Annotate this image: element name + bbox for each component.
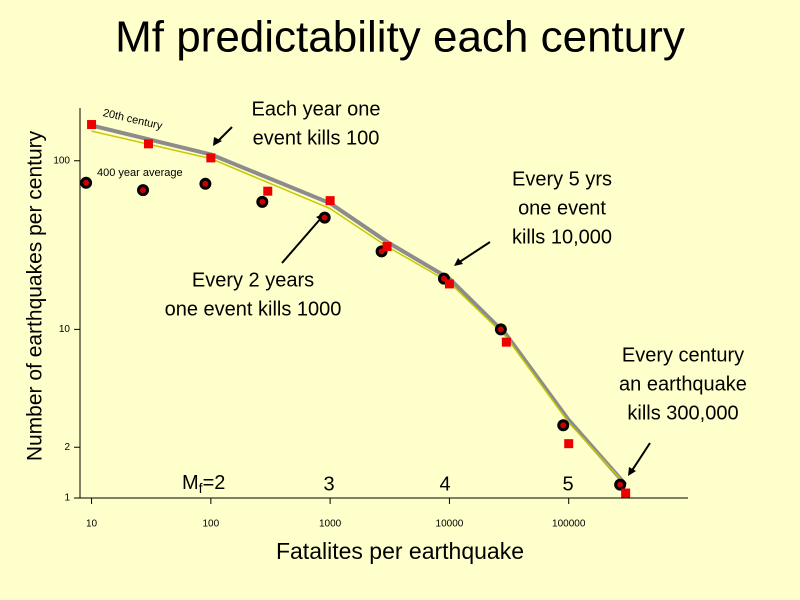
annotation: Every 5 yrs <box>512 168 612 190</box>
magnitude-label: Mf=2 <box>182 472 225 495</box>
arrow <box>457 241 491 264</box>
x-axis-label: Fatalites per earthquake <box>276 538 524 564</box>
series-line <box>91 130 627 486</box>
point <box>444 279 454 289</box>
magnitude-part: M <box>182 472 199 494</box>
annotation: event kills 100 <box>253 127 380 149</box>
point <box>382 242 392 252</box>
annotation: kills 10,000 <box>512 226 612 248</box>
point <box>137 184 150 197</box>
magnitude: 4 <box>439 473 450 495</box>
point <box>494 323 507 336</box>
y-tick-label: 2 <box>64 442 70 453</box>
annotation: kills 300,000 <box>627 402 738 424</box>
annotation: Every century <box>622 344 744 366</box>
annotation: Every 2 years <box>192 269 314 291</box>
annotation: Each year one <box>252 98 381 120</box>
x-tick-label: 1000 <box>319 519 342 530</box>
point <box>256 195 269 208</box>
point <box>564 439 574 449</box>
series-label: 400 year average <box>97 167 183 179</box>
x-tick-label: 10000 <box>436 519 464 530</box>
point <box>80 176 93 189</box>
y-axis-label: Number of earthquakes per century <box>24 130 47 461</box>
point <box>557 419 570 432</box>
point <box>199 177 212 190</box>
magnitude: 5 <box>562 473 573 495</box>
arrow-head <box>628 467 636 476</box>
annotation: one event kills 1000 <box>165 298 342 320</box>
arrow <box>630 442 651 473</box>
x-tick-label: 10 <box>86 519 98 530</box>
point <box>87 120 97 130</box>
arrow-head <box>213 137 222 146</box>
magnitude-part: f <box>199 480 203 496</box>
magnitude: 3 <box>323 473 334 495</box>
point <box>143 139 153 149</box>
point <box>318 211 331 224</box>
point <box>614 478 627 491</box>
x-tick-label: 100000 <box>552 519 586 530</box>
magnitude-part: =2 <box>203 472 226 494</box>
point <box>501 337 511 347</box>
arrow <box>281 216 323 264</box>
arrow-head <box>454 258 463 266</box>
point <box>325 196 335 206</box>
x-tick-label: 100 <box>203 519 220 530</box>
series-line <box>91 123 628 486</box>
annotation: one event <box>518 197 606 219</box>
y-tick-label: 10 <box>59 324 71 335</box>
y-tick-label: 1 <box>64 493 70 504</box>
point <box>263 186 273 196</box>
point <box>206 153 216 163</box>
annotation: an earthquake <box>619 373 747 395</box>
chart-title: Mf predictability each century <box>115 13 685 62</box>
y-tick-label: 100 <box>53 155 70 166</box>
point <box>621 488 631 498</box>
